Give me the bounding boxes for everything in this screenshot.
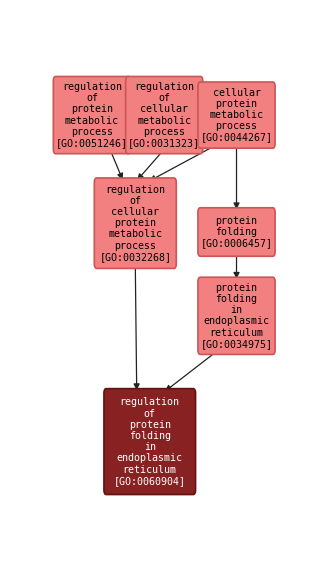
Text: protein
folding
[GO:0006457]: protein folding [GO:0006457] — [201, 216, 272, 248]
Text: protein
folding
in
endoplasmic
reticulum
[GO:0034975]: protein folding in endoplasmic reticulum… — [201, 283, 272, 349]
Text: regulation
of
cellular
metabolic
process
[GO:0031323]: regulation of cellular metabolic process… — [128, 82, 200, 148]
Text: regulation
of
protein
folding
in
endoplasmic
reticulum
[GO:0060904]: regulation of protein folding in endopla… — [114, 398, 186, 486]
Text: regulation
of
protein
metabolic
process
[GO:0051246]: regulation of protein metabolic process … — [56, 82, 128, 148]
Text: regulation
of
cellular
protein
metabolic
process
[GO:0032268]: regulation of cellular protein metabolic… — [99, 185, 171, 262]
FancyBboxPatch shape — [104, 388, 196, 494]
FancyBboxPatch shape — [198, 277, 275, 355]
FancyBboxPatch shape — [198, 82, 275, 148]
FancyBboxPatch shape — [126, 76, 203, 154]
FancyBboxPatch shape — [53, 76, 131, 154]
FancyBboxPatch shape — [198, 208, 275, 256]
FancyBboxPatch shape — [94, 178, 176, 268]
Text: cellular
protein
metabolic
process
[GO:0044267]: cellular protein metabolic process [GO:0… — [201, 88, 272, 143]
